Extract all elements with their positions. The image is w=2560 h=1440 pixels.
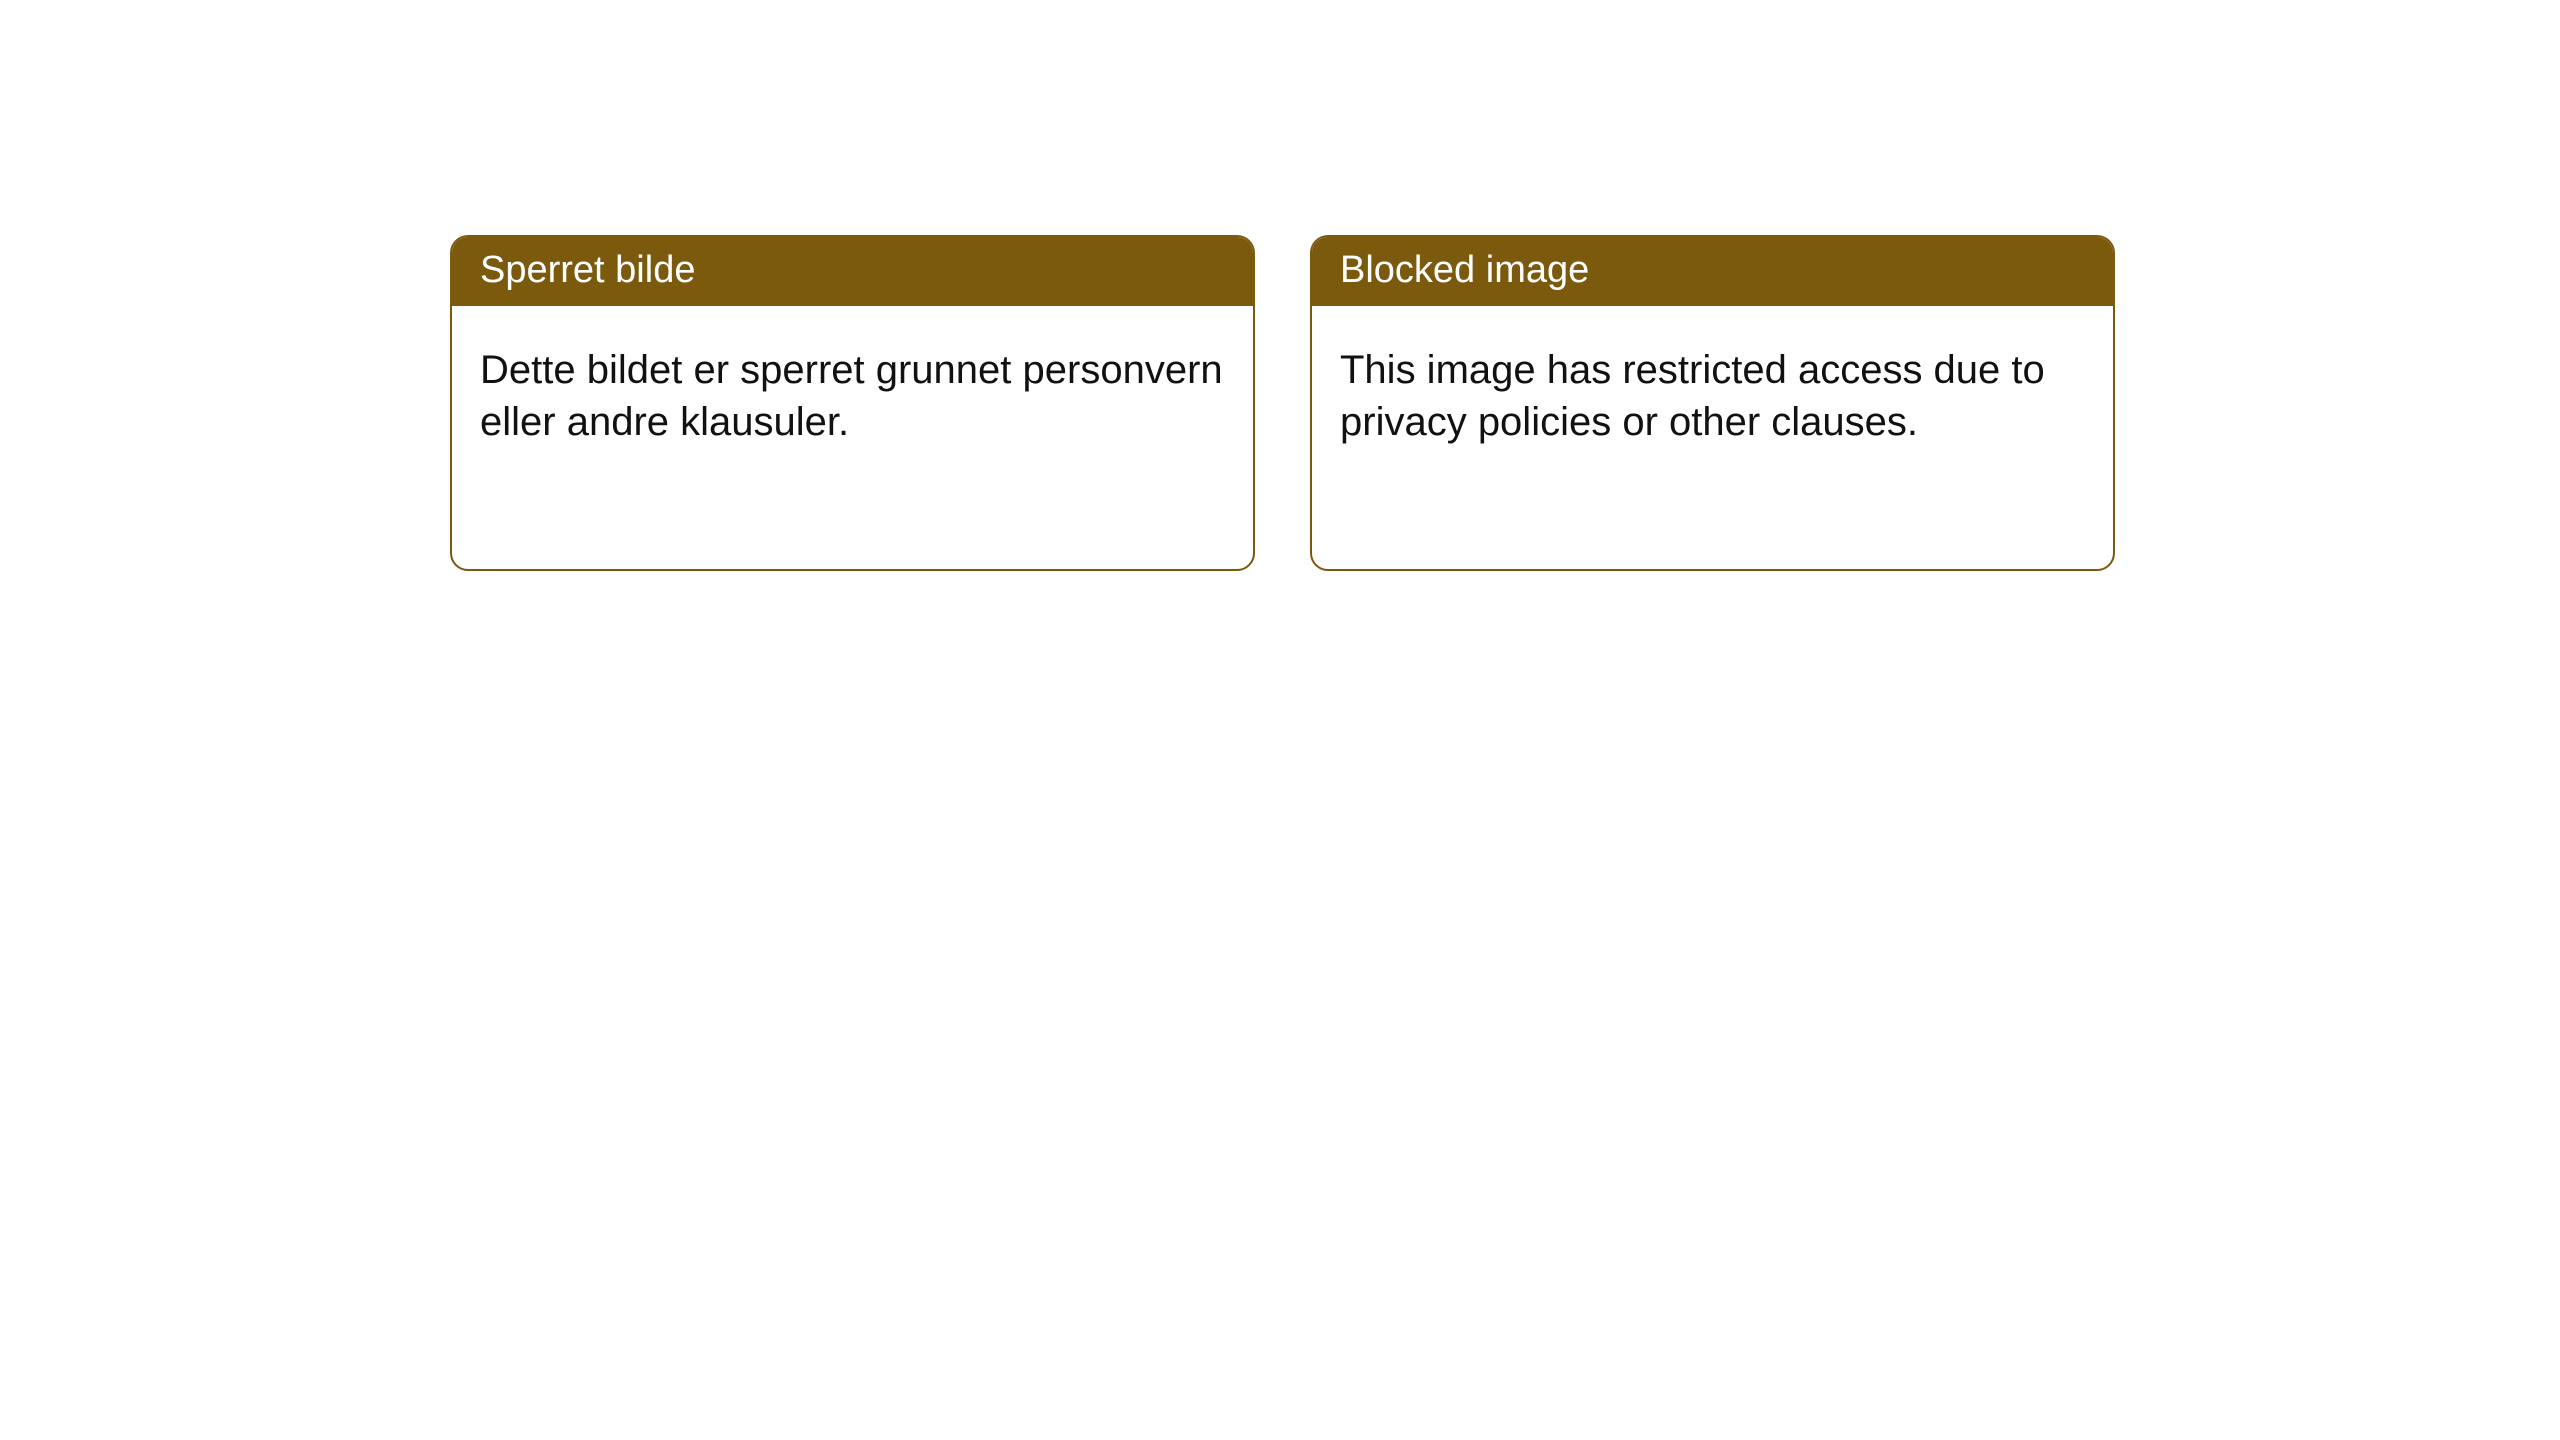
card-title-norwegian: Sperret bilde xyxy=(452,237,1253,306)
notice-card-english: Blocked image This image has restricted … xyxy=(1310,235,2115,571)
card-body-norwegian: Dette bildet er sperret grunnet personve… xyxy=(452,306,1253,486)
notice-card-norwegian: Sperret bilde Dette bildet er sperret gr… xyxy=(450,235,1255,571)
notice-container: Sperret bilde Dette bildet er sperret gr… xyxy=(0,0,2560,571)
card-body-english: This image has restricted access due to … xyxy=(1312,306,2113,486)
card-title-english: Blocked image xyxy=(1312,237,2113,306)
